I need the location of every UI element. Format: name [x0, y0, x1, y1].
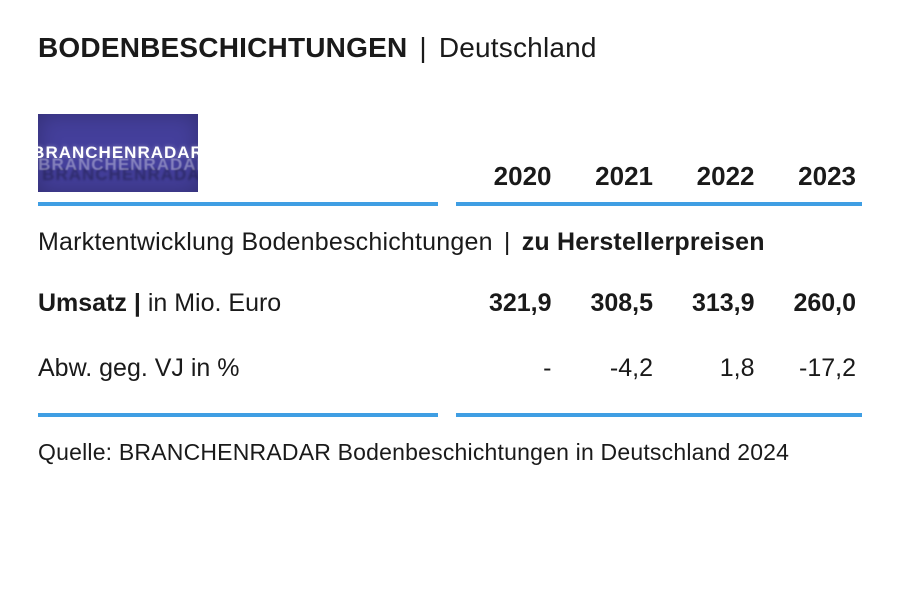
title-region: Deutschland [439, 32, 597, 63]
title-separator: | [415, 32, 430, 63]
row-label-sep: | [134, 289, 141, 317]
year-header: 2021 [558, 161, 660, 192]
title-strong: BODENBESCHICHTUNGEN [38, 32, 407, 63]
cell-value: - [456, 354, 558, 383]
subtitle: Marktentwicklung Bodenbeschichtungen | z… [38, 206, 862, 283]
source-line: Quelle: BRANCHENRADAR Bodenbeschichtunge… [38, 417, 862, 466]
subtitle-text: Marktentwicklung Bodenbeschichtungen [38, 228, 493, 256]
page-title: BODENBESCHICHTUNGEN | Deutschland [38, 32, 862, 64]
spacer [456, 389, 862, 413]
row-values-umsatz: 321,9 308,5 313,9 260,0 [456, 283, 862, 324]
logo-cell: BRANCHENRADAR BRANCHENRADAR BRANCHENRADA… [38, 102, 438, 192]
rule-bottom-right [456, 413, 862, 417]
row-label-abw: Abw. geg. VJ in % [38, 348, 438, 389]
cell-value: 308,5 [558, 289, 660, 318]
spacer [456, 324, 862, 348]
logo-text: BRANCHENRADAR [38, 143, 198, 163]
year-header: 2020 [456, 161, 558, 192]
rule-bottom-left [38, 413, 438, 417]
spacer [38, 324, 438, 348]
row-label-light: in Mio. Euro [148, 289, 281, 317]
year-header: 2023 [761, 161, 863, 192]
cell-value: 1,8 [659, 354, 761, 383]
year-headers: 2020 2021 2022 2023 [456, 102, 862, 192]
row-label-light: Abw. geg. VJ in % [38, 354, 240, 382]
year-header: 2022 [659, 161, 761, 192]
row-label-umsatz: Umsatz | in Mio. Euro [38, 283, 438, 324]
branchenradar-logo: BRANCHENRADAR BRANCHENRADAR BRANCHENRADA… [38, 114, 198, 192]
cell-value: -17,2 [761, 354, 863, 383]
cell-value: 313,9 [659, 289, 761, 318]
row-values-abw: - -4,2 1,8 -17,2 [456, 348, 862, 389]
cell-value: 260,0 [761, 289, 863, 318]
cell-value: 321,9 [456, 289, 558, 318]
cell-value: -4,2 [558, 354, 660, 383]
row-label-bold: Umsatz [38, 289, 127, 317]
subtitle-bold: zu Herstellerpreisen [522, 228, 765, 256]
spacer [38, 389, 438, 413]
subtitle-separator: | [500, 228, 515, 256]
